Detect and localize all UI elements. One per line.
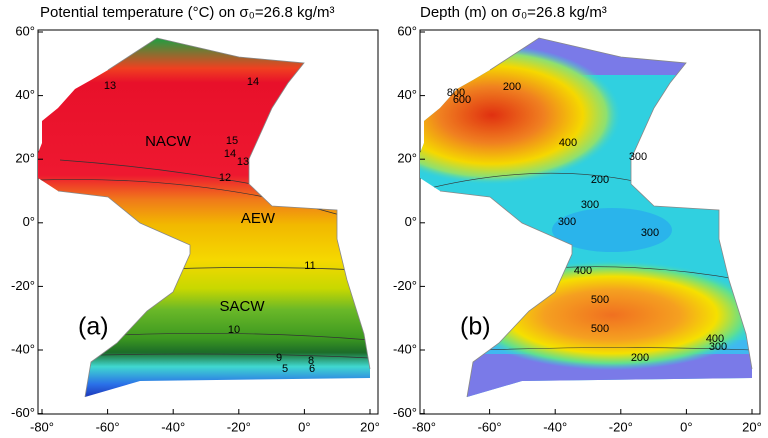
contour-label: 300 xyxy=(629,151,647,163)
y-tick-label: -20° xyxy=(393,278,417,293)
y-tick-label: -40° xyxy=(393,341,417,356)
y-tick-label: 60° xyxy=(397,23,417,38)
x-tick-label: -80° xyxy=(412,419,436,434)
x-tick-label: -80° xyxy=(30,419,54,434)
contour-label: 600 xyxy=(453,94,471,106)
x-tick-label: 20° xyxy=(360,419,380,434)
contour-label: 11 xyxy=(304,260,315,272)
contour-label: 300 xyxy=(581,199,599,211)
y-tick-label: 60° xyxy=(15,23,35,38)
x-tick-label: -20° xyxy=(609,419,633,434)
panel-title: Depth (m) on σ₀=26.8 kg/m³ xyxy=(420,4,607,21)
y-tick-label: -60° xyxy=(393,405,417,420)
contour-label: 14 xyxy=(247,76,259,88)
y-tick-label: 0° xyxy=(405,214,417,229)
contour-label: 200 xyxy=(591,174,609,186)
y-tick-label: -60° xyxy=(11,405,35,420)
x-tick-label: -60° xyxy=(478,419,502,434)
water-mass-label: SACW xyxy=(220,298,266,315)
y-tick-label: -20° xyxy=(11,278,35,293)
contour-label: 300 xyxy=(709,341,727,353)
x-tick-label: -60° xyxy=(96,419,120,434)
x-tick-label: -20° xyxy=(227,419,251,434)
y-tick-label: -40° xyxy=(11,341,35,356)
contour-label: 300 xyxy=(558,216,576,228)
x-tick-label: 0° xyxy=(680,419,692,434)
contour-label: 10 xyxy=(228,324,240,336)
panel-b xyxy=(419,29,761,415)
x-tick-label: -40° xyxy=(161,419,185,434)
x-tick-label: 20° xyxy=(742,419,762,434)
panel-a xyxy=(37,29,379,415)
x-tick-label: -40° xyxy=(543,419,567,434)
contour-label: 14 xyxy=(224,148,236,160)
contour-label: 400 xyxy=(574,265,592,277)
x-tick-label: 0° xyxy=(298,419,310,434)
y-tick-label: 0° xyxy=(23,214,35,229)
contour-label: 6 xyxy=(309,363,315,375)
panel-title: Potential temperature (°C) on σ₀=26.8 kg… xyxy=(40,4,335,21)
contour-label: 400 xyxy=(706,333,724,345)
y-tick-label: 40° xyxy=(15,87,35,102)
contour-label: 800 xyxy=(447,87,465,99)
contour-label: 12 xyxy=(219,172,231,184)
panel-label: (b) xyxy=(460,313,491,341)
y-tick-label: 20° xyxy=(15,151,35,166)
contour-label: 15 xyxy=(226,135,238,147)
contour-label: 8 xyxy=(308,355,314,367)
water-mass-label: NACW xyxy=(145,133,192,150)
contour-label: 400 xyxy=(559,137,577,149)
contour-label: 200 xyxy=(503,81,521,93)
contour-label: 300 xyxy=(641,227,659,239)
contour-label: 13 xyxy=(104,80,116,92)
contour-label: 9 xyxy=(276,352,282,364)
panel-label: (a) xyxy=(78,313,109,341)
contour-label: 200 xyxy=(631,352,649,364)
contour-label: 500 xyxy=(591,323,609,335)
contour-label: 500 xyxy=(591,294,609,306)
y-tick-label: 20° xyxy=(397,151,417,166)
y-tick-label: 40° xyxy=(397,87,417,102)
contour-label: 5 xyxy=(282,363,288,375)
water-mass-label: AEW xyxy=(241,210,276,227)
contour-label: 13 xyxy=(237,156,249,168)
